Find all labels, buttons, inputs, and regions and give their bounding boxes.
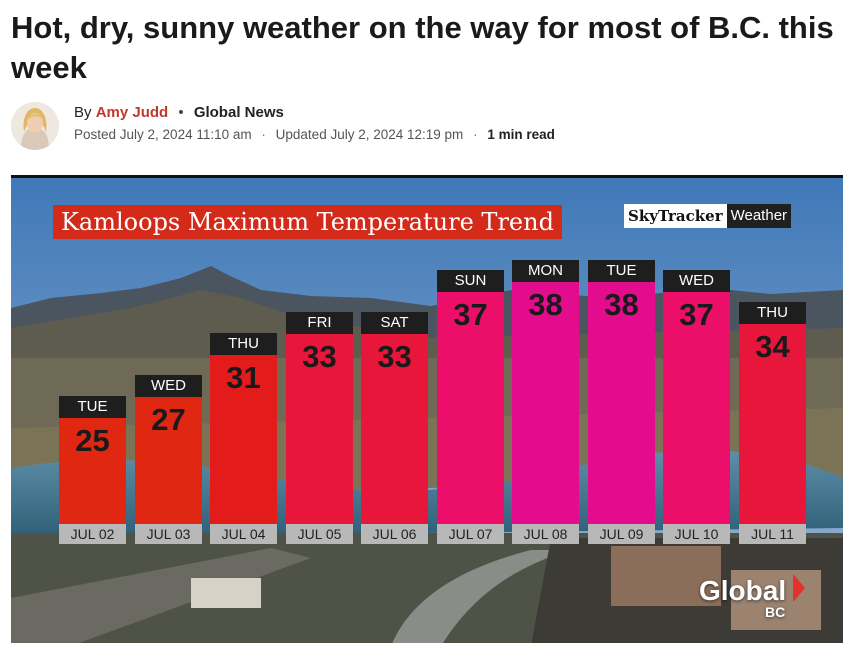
skytracker-label: SkyTracker [624, 204, 727, 228]
bar-value-label: 37 [453, 297, 488, 332]
bar-day-label: WED [135, 375, 202, 397]
posted-date: Posted July 2, 2024 11:10 am [74, 127, 252, 142]
x-tick-label: JUL 09 [588, 524, 655, 544]
x-tick-label: JUL 07 [437, 524, 504, 544]
global-logo-text: Global [699, 575, 787, 606]
bar-day-label: TUE [588, 260, 655, 282]
updated-date: Updated July 2, 2024 12:19 pm [275, 127, 464, 142]
bar-day-label: WED [663, 270, 730, 292]
bar-value-label: 37 [679, 297, 714, 332]
x-tick-label: JUL 02 [59, 524, 126, 544]
global-logo-arrow-icon [793, 574, 805, 602]
meta-separator: · [261, 127, 266, 142]
bar [361, 334, 428, 524]
byline: By Amy Judd • Global News [74, 104, 284, 121]
x-tick-label: JUL 03 [135, 524, 202, 544]
weather-graphic[interactable]: Kamloops Maximum Temperature Trend SkyTr… [11, 175, 843, 643]
bar-value-label: 25 [75, 423, 110, 458]
bar [210, 355, 277, 524]
bar-day-label: THU [739, 302, 806, 324]
bar [286, 334, 353, 524]
bar-day-label: SUN [437, 270, 504, 292]
bar-day-label: TUE [59, 396, 126, 418]
author-link[interactable]: Amy Judd [95, 104, 169, 121]
byline-separator: • [178, 104, 184, 121]
bar-value-label: 38 [528, 287, 563, 322]
bar-day-label: THU [210, 333, 277, 355]
bar [663, 292, 730, 524]
bar [512, 282, 579, 524]
bar [59, 418, 126, 524]
weather-label: Weather [726, 204, 792, 228]
x-tick-label: JUL 04 [210, 524, 277, 544]
read-time: 1 min read [487, 127, 555, 142]
global-logo-region: BC [765, 604, 786, 620]
bar [588, 282, 655, 524]
article-headline: Hot, dry, sunny weather on the way for m… [11, 10, 834, 85]
author-photo [11, 102, 59, 150]
bar-value-label: 34 [755, 329, 790, 364]
x-tick-label: JUL 06 [361, 524, 428, 544]
bar-value-label: 27 [151, 402, 186, 437]
bar-value-label: 33 [377, 339, 412, 374]
skytracker-weather-logo: SkyTracker Weather [624, 204, 792, 228]
x-tick-label: JUL 05 [286, 524, 353, 544]
bar-value-label: 31 [226, 360, 261, 395]
x-tick-label: JUL 11 [739, 524, 806, 544]
x-tick-label: JUL 08 [512, 524, 579, 544]
bar [135, 397, 202, 524]
bar-day-label: SAT [361, 312, 428, 334]
bar-value-label: 38 [604, 287, 639, 322]
global-bc-logo: Global BC [699, 574, 805, 620]
chart-title: Kamloops Maximum Temperature Trend [53, 205, 562, 239]
bar-value-label: 33 [302, 339, 337, 374]
article-meta: Posted July 2, 2024 11:10 am · Updated J… [74, 127, 555, 142]
by-prefix: By [74, 104, 92, 121]
bar [739, 324, 806, 524]
x-tick-label: JUL 10 [663, 524, 730, 544]
bar [437, 292, 504, 524]
bar-day-label: MON [512, 260, 579, 282]
meta-separator: · [473, 127, 478, 142]
author-avatar[interactable] [11, 102, 59, 150]
source-link[interactable]: Global News [193, 104, 284, 121]
bar-day-label: FRI [286, 312, 353, 334]
